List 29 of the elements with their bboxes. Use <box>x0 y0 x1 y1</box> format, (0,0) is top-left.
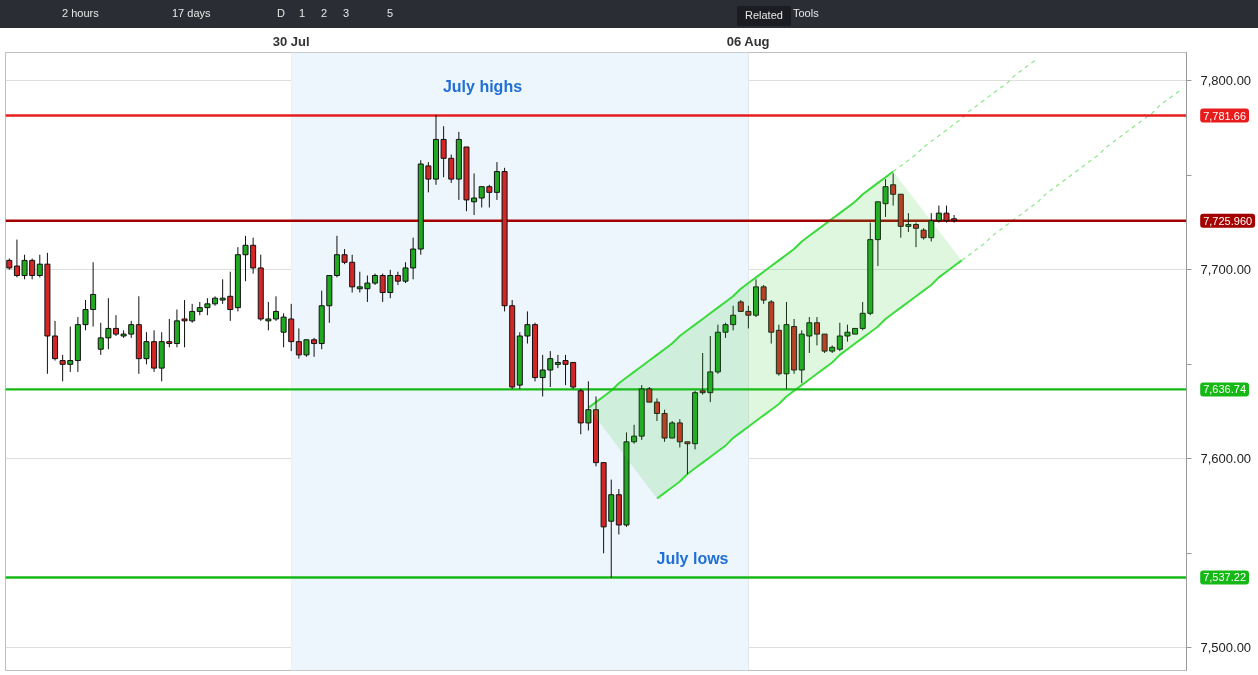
y-tick-label: 7,600.00 <box>1200 451 1252 467</box>
text: D <box>277 6 285 21</box>
text: 2 hours <box>62 6 99 21</box>
y-tick-label: 7,700.00 <box>1200 262 1252 278</box>
candlestick <box>836 322 843 352</box>
ref-line-label: 7,725.960 <box>1203 214 1253 227</box>
candlestick <box>676 418 683 448</box>
text: 5 <box>387 6 394 21</box>
text: 2 <box>321 6 328 21</box>
ref-line-label: 7,781.66 <box>1203 109 1247 122</box>
x-tick-label: 06 Aug <box>726 33 770 49</box>
annotation: July highs <box>442 78 523 95</box>
y-tick-label: 7,500.00 <box>1200 640 1252 656</box>
ref-line-label: 7,636.74 <box>1203 383 1247 396</box>
y-tick-label: 7,800.00 <box>1200 73 1252 89</box>
annotation: July lows <box>656 550 729 567</box>
x-tick-label: 30 Jul <box>272 33 310 49</box>
ref-line-label: 7,537.22 <box>1203 571 1247 584</box>
line-series <box>961 87 1184 261</box>
line-series <box>655 259 963 500</box>
candlestick <box>539 354 546 397</box>
text: 1 <box>299 6 306 21</box>
text: Related <box>737 6 791 26</box>
text: Tools <box>793 6 819 21</box>
text: 17 days <box>172 6 211 21</box>
candlestick <box>631 424 638 445</box>
candlestick <box>410 237 417 280</box>
text: 3 <box>343 6 350 21</box>
candlestick <box>547 350 554 388</box>
